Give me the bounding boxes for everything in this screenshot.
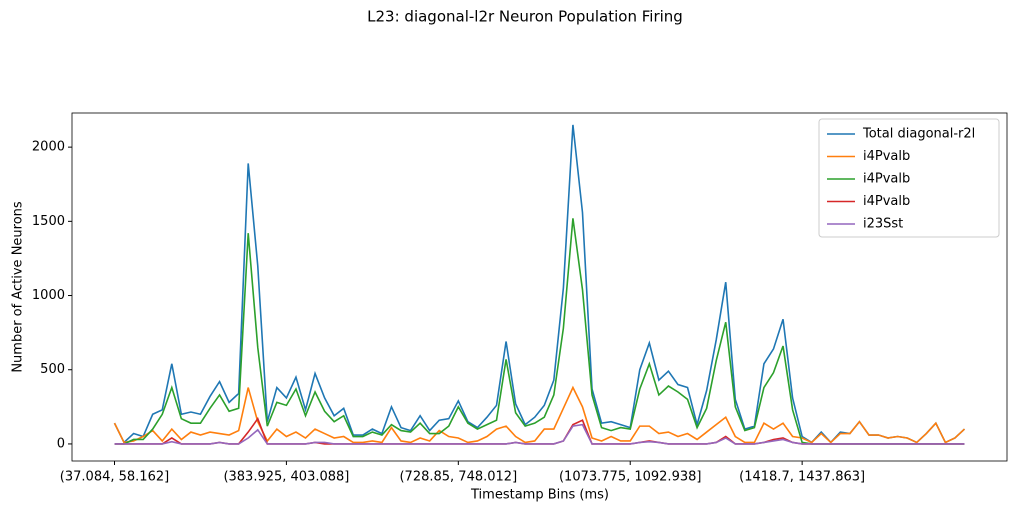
y-tick-label: 2000 [32, 140, 65, 155]
x-tick-label: (1073.775, 1092.938] [559, 470, 701, 485]
legend-label: i4Pvalb [863, 194, 910, 209]
x-tick-label: (728.85, 748.012] [399, 470, 517, 485]
legend-label: i4Pvalb [863, 149, 910, 164]
plot-frame [71, 112, 1008, 462]
legend-box [818, 118, 1000, 238]
series-line [114, 417, 965, 445]
series-line [114, 423, 965, 445]
series-line [113, 124, 966, 444]
x-axis-label: Timestamp Bins (ms) [470, 488, 609, 503]
y-tick-label: 1500 [32, 214, 65, 229]
y-axis-label: Number of Active Neurons [11, 201, 26, 373]
x-tick-label: (37.084, 58.162] [60, 470, 169, 485]
x-tick-label: (383.925, 403.088] [223, 470, 349, 485]
legend-label: i4Pvalb [863, 172, 910, 187]
y-tick-label: 500 [40, 362, 65, 377]
y-tick-label: 0 [57, 436, 65, 451]
x-tick-label: (1418.7, 1437.863] [739, 470, 865, 485]
legend-label: i23Sst [863, 217, 903, 232]
legend-label: Total diagonal-r2l [862, 127, 975, 142]
y-tick-label: 1000 [32, 288, 65, 303]
series-line [113, 385, 966, 444]
chart-title: L23: diagonal-l2r Neuron Population Firi… [367, 8, 683, 26]
